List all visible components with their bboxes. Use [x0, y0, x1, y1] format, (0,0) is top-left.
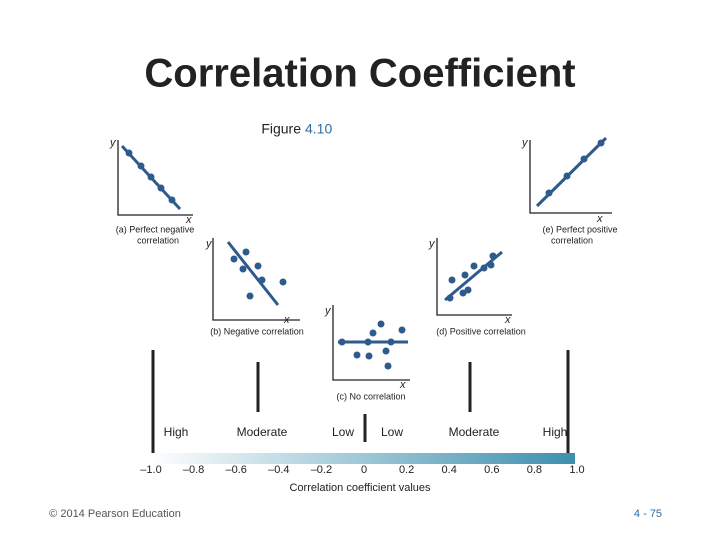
dot — [364, 338, 372, 346]
strength-label: Low — [381, 425, 403, 439]
strength-label: Moderate — [449, 425, 500, 439]
strength-label: Low — [332, 425, 354, 439]
y-label: y — [428, 238, 436, 250]
dot — [258, 276, 266, 284]
dot — [382, 347, 390, 355]
dot — [580, 155, 588, 163]
y-label: y — [521, 137, 529, 149]
x-label: x — [504, 314, 511, 326]
dot — [489, 252, 497, 260]
axes — [529, 140, 612, 214]
caption: (e) Perfect positive — [542, 224, 617, 234]
caption: (c) No correlation — [336, 391, 405, 401]
fit-line — [444, 250, 503, 302]
dot — [487, 261, 495, 269]
tick-label: –0.8 — [183, 464, 204, 476]
tick-label: 0.8 — [527, 464, 542, 476]
dot — [254, 262, 262, 270]
axes — [436, 238, 512, 316]
caption: (a) Perfect negative — [116, 224, 195, 234]
dot — [470, 262, 478, 270]
scale: High Moderate Low Low Moderate High –1.0 –0.8 –0… — [140, 425, 584, 476]
strength-label: High — [543, 425, 568, 439]
tick-label: –1.0 — [140, 464, 161, 476]
caption: (b) Negative correlation — [210, 326, 304, 336]
tick-label: 0 — [361, 464, 367, 476]
dot — [387, 338, 395, 346]
figure-number: 4.10 — [305, 121, 332, 137]
dot — [353, 351, 361, 359]
dot — [563, 172, 571, 180]
fit-line — [226, 241, 280, 306]
x-label: x — [399, 379, 406, 391]
dot — [398, 326, 406, 334]
strength-label: Moderate — [237, 425, 288, 439]
dot — [377, 320, 385, 328]
dot — [464, 286, 472, 294]
x-label: x — [596, 213, 603, 225]
dot — [365, 352, 373, 360]
tick-label: 1.0 — [569, 464, 584, 476]
title: Correlation Coefficient — [144, 52, 575, 96]
x-label: x — [283, 314, 290, 326]
scale-title: Correlation coefficient values — [289, 482, 431, 494]
caption: correlation — [137, 235, 179, 245]
dot — [239, 265, 247, 273]
axes — [117, 140, 193, 216]
page-number: 4 - 75 — [634, 508, 662, 520]
tick-label: –0.6 — [225, 464, 246, 476]
y-label: y — [205, 238, 213, 250]
dot — [369, 329, 377, 337]
panel-a: y x (a) Perfect negative correlation — [109, 137, 194, 245]
dot — [461, 271, 469, 279]
dot — [446, 294, 454, 302]
dot — [246, 292, 254, 300]
panel-c: y x (c) No correlation — [324, 305, 410, 401]
caption: correlation — [551, 235, 593, 245]
panel-e: y x (e) Perfect positive correlation — [521, 137, 618, 245]
tick-label: –0.4 — [268, 464, 289, 476]
dot — [597, 139, 605, 147]
dot — [384, 362, 392, 370]
dot — [125, 149, 133, 157]
dot — [230, 255, 238, 263]
dot — [147, 173, 155, 181]
dot — [338, 338, 346, 346]
dot — [242, 248, 250, 256]
panel-d: y x (d) Positive correlation — [428, 238, 526, 336]
dot — [137, 162, 145, 170]
copyright: © 2014 Pearson Education — [49, 508, 181, 520]
dot — [480, 264, 488, 272]
figure-prefix: Figure — [261, 121, 301, 137]
axes — [212, 238, 300, 321]
y-label: y — [324, 305, 332, 317]
dot — [168, 196, 176, 204]
caption: (d) Positive correlation — [436, 326, 526, 336]
strength-label: High — [164, 425, 189, 439]
x-label: x — [185, 214, 192, 226]
tick-label: 0.6 — [484, 464, 499, 476]
dot — [157, 184, 165, 192]
y-label: y — [109, 137, 117, 149]
dot — [448, 276, 456, 284]
dot — [279, 278, 287, 286]
tick-label: 0.4 — [442, 464, 457, 476]
tick-label: 0.2 — [399, 464, 414, 476]
panel-b: y x (b) Negative correlation — [205, 238, 304, 336]
dot — [545, 189, 553, 197]
tick-label: –0.2 — [311, 464, 332, 476]
axes — [332, 305, 410, 381]
scale-bar — [150, 453, 575, 464]
